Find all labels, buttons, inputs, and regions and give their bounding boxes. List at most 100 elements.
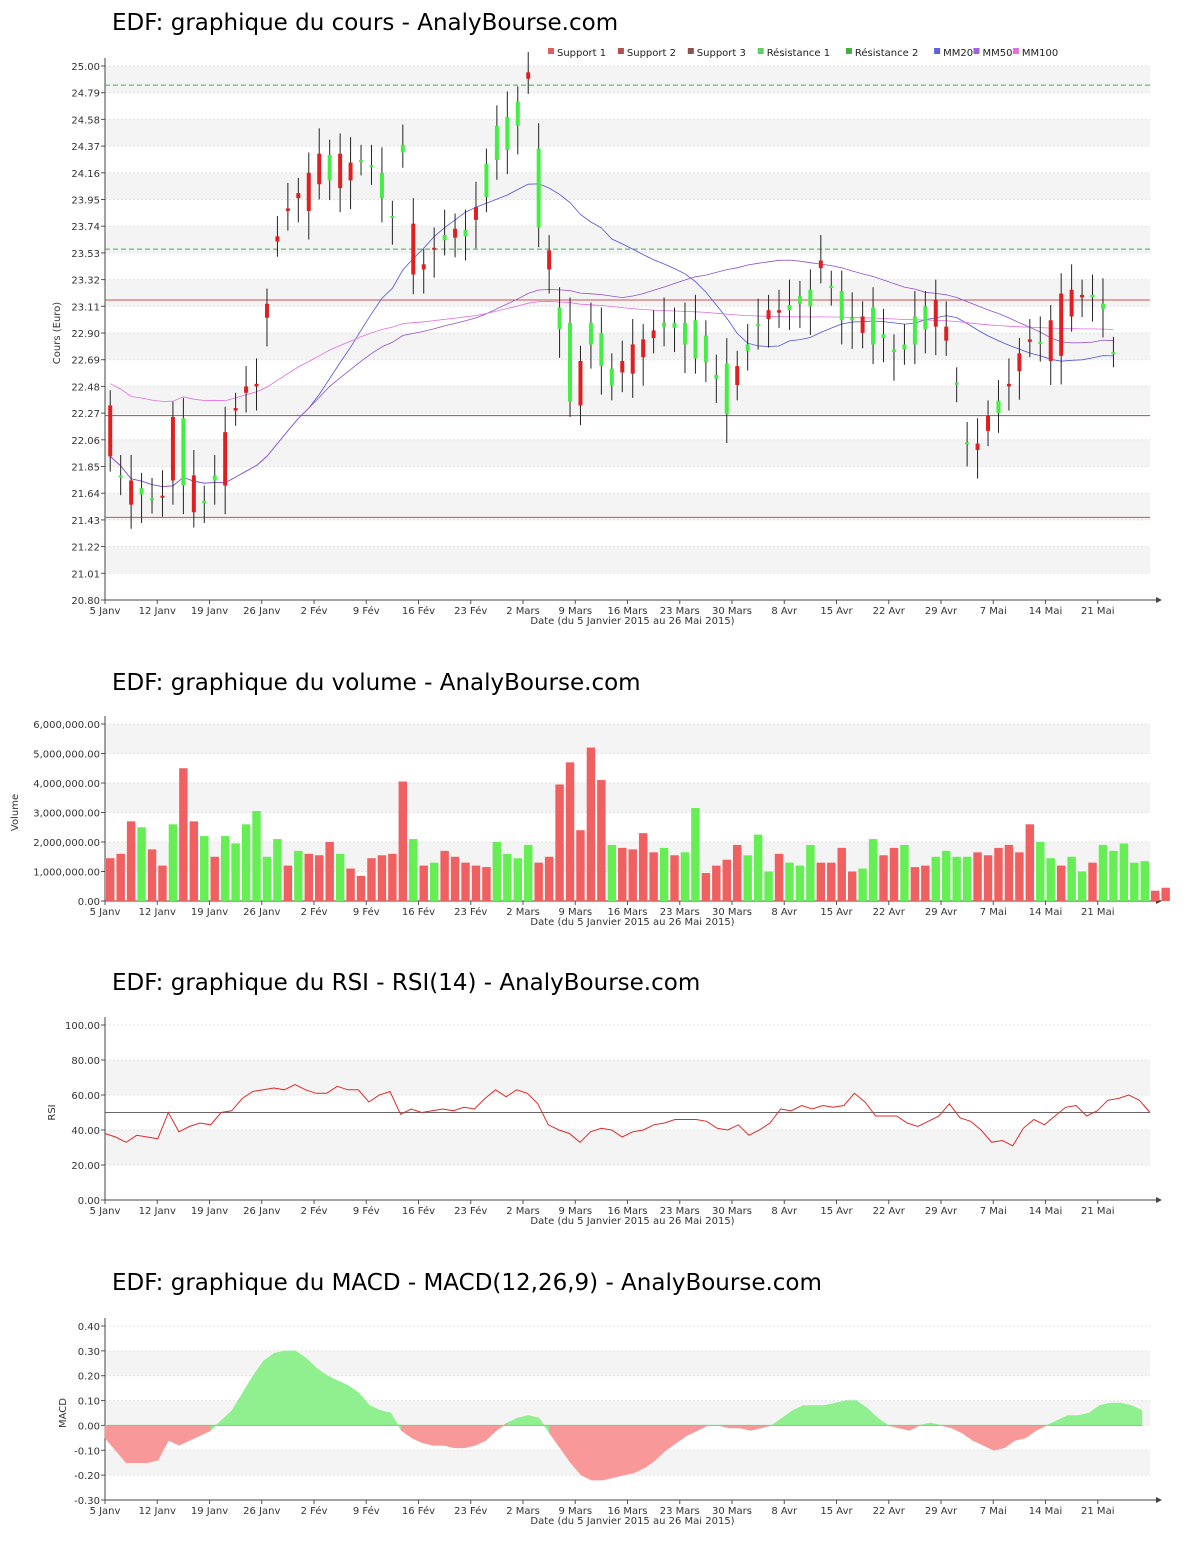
candle-body — [944, 326, 949, 341]
candle-body — [129, 480, 134, 505]
candle-body — [223, 432, 228, 486]
macd-area-segment — [1120, 1402, 1132, 1426]
x-tick-label: 23 Fév — [454, 605, 487, 617]
macd-area-segment — [263, 1352, 275, 1426]
candle-body — [672, 322, 677, 328]
macd-area-segment — [337, 1380, 349, 1426]
candle-body — [484, 163, 489, 197]
macd-area-segment — [485, 1425, 497, 1441]
candle-body — [379, 172, 384, 199]
macd-area-segment — [284, 1350, 296, 1426]
macd-area-segment — [908, 1424, 921, 1431]
grid-band — [105, 279, 1150, 307]
volume-bar — [670, 855, 679, 901]
x-tick-label: 8 Avr — [771, 1206, 798, 1217]
candle-body — [369, 165, 374, 168]
x-tick-label: 23 Mars — [660, 1206, 700, 1217]
volume-bar — [1140, 861, 1149, 901]
macd-area-segment — [1035, 1424, 1048, 1431]
x-axis-label: Date (du 5 Janvier 2015 au 26 Mai 2015) — [530, 1516, 734, 1527]
macd-area-segment — [464, 1425, 476, 1449]
volume-bar — [942, 850, 951, 901]
macd-area-segment — [665, 1425, 677, 1451]
grid-band — [105, 783, 1150, 813]
volume-bar — [962, 856, 972, 901]
volume-bar — [743, 855, 752, 901]
volume-bar — [774, 853, 784, 901]
candle-body — [766, 310, 771, 320]
x-tick-label: 30 Mars — [712, 1506, 752, 1517]
macd-area-segment — [676, 1425, 688, 1444]
macd-area-segment — [379, 1410, 391, 1426]
candle-body — [212, 475, 217, 481]
legend-entry: MM50 — [983, 48, 1013, 59]
candle-body — [463, 230, 468, 237]
x-tick-label: 5 Janv — [90, 1506, 121, 1517]
y-tick-label: 3,000,000.00 — [33, 809, 100, 820]
candle-body — [714, 374, 719, 379]
candle-body — [359, 160, 364, 163]
x-tick-label: 23 Mars — [660, 1506, 700, 1517]
volume-bar — [879, 855, 888, 901]
macd-area-segment — [983, 1425, 995, 1451]
volume-bar — [586, 747, 596, 901]
y-tick-label: 60.00 — [71, 1091, 100, 1102]
candle-body — [390, 216, 395, 219]
candle-body — [432, 247, 437, 250]
legend-entry: Support 1 — [557, 48, 606, 59]
volume-bar — [900, 844, 909, 901]
candle-body — [630, 344, 635, 374]
macd-area-segment — [358, 1392, 370, 1426]
volume-bar — [837, 847, 846, 901]
x-tick-label: 12 Janv — [139, 907, 176, 918]
volume-bar — [367, 858, 376, 901]
candle-body — [871, 307, 876, 345]
x-tick-label: 16 Fév — [402, 1505, 435, 1517]
y-tick-label: 0.00 — [78, 1421, 100, 1432]
volume-bar — [325, 842, 334, 901]
y-tick-label: 0.00 — [78, 1196, 100, 1207]
macd-area-segment — [401, 1425, 413, 1439]
y-tick-label: 22.27 — [71, 409, 100, 420]
grid-band — [105, 66, 1150, 93]
volume-bar — [335, 853, 345, 901]
y-tick-label: 24.37 — [71, 142, 100, 153]
macd-area-segment — [411, 1425, 423, 1444]
legend-swatch — [1012, 48, 1019, 54]
volume-bar — [1130, 862, 1139, 901]
macd-chart-title: EDF: graphique du MACD - MACD(12,26,9) -… — [112, 1270, 822, 1296]
candle-body — [1006, 383, 1011, 387]
volume-bar — [659, 847, 669, 901]
candle-body — [965, 442, 970, 445]
candle-body — [202, 500, 207, 504]
x-tick-label: 22 Avr — [873, 907, 906, 918]
x-tick-label: 21 Mai — [1081, 606, 1114, 617]
x-tick-label: 9 Mars — [558, 907, 592, 918]
macd-area-segment — [199, 1425, 212, 1436]
candle-body — [986, 415, 991, 431]
x-tick-label: 15 Avr — [820, 1506, 853, 1517]
y-tick-label: 22.69 — [71, 356, 100, 367]
candle-body — [703, 335, 708, 363]
macd-area-segment — [697, 1424, 709, 1431]
volume-bar — [503, 853, 512, 901]
candle-body — [1080, 294, 1085, 298]
volume-bar — [168, 824, 178, 901]
candle-body — [160, 495, 165, 498]
y-axis-label: Volume — [10, 794, 21, 831]
x-tick-label: 16 Fév — [402, 906, 435, 918]
macd-area-segment — [1025, 1425, 1037, 1439]
legend-entry: Résistance 2 — [855, 47, 918, 59]
volume-bar — [722, 859, 731, 901]
grid-band — [105, 386, 1150, 414]
macd-area-segment — [834, 1400, 846, 1426]
grid-band — [105, 333, 1150, 360]
volume-bar — [628, 849, 637, 901]
x-tick-label: 2 Mars — [506, 606, 540, 617]
candle-body — [1090, 294, 1095, 298]
x-tick-label: 2 Fév — [301, 906, 328, 918]
y-tick-label: 23.11 — [71, 302, 100, 313]
macd-area-segment — [178, 1425, 190, 1446]
x-tick-label: 19 Janv — [191, 1206, 228, 1217]
candle-body — [494, 125, 499, 161]
